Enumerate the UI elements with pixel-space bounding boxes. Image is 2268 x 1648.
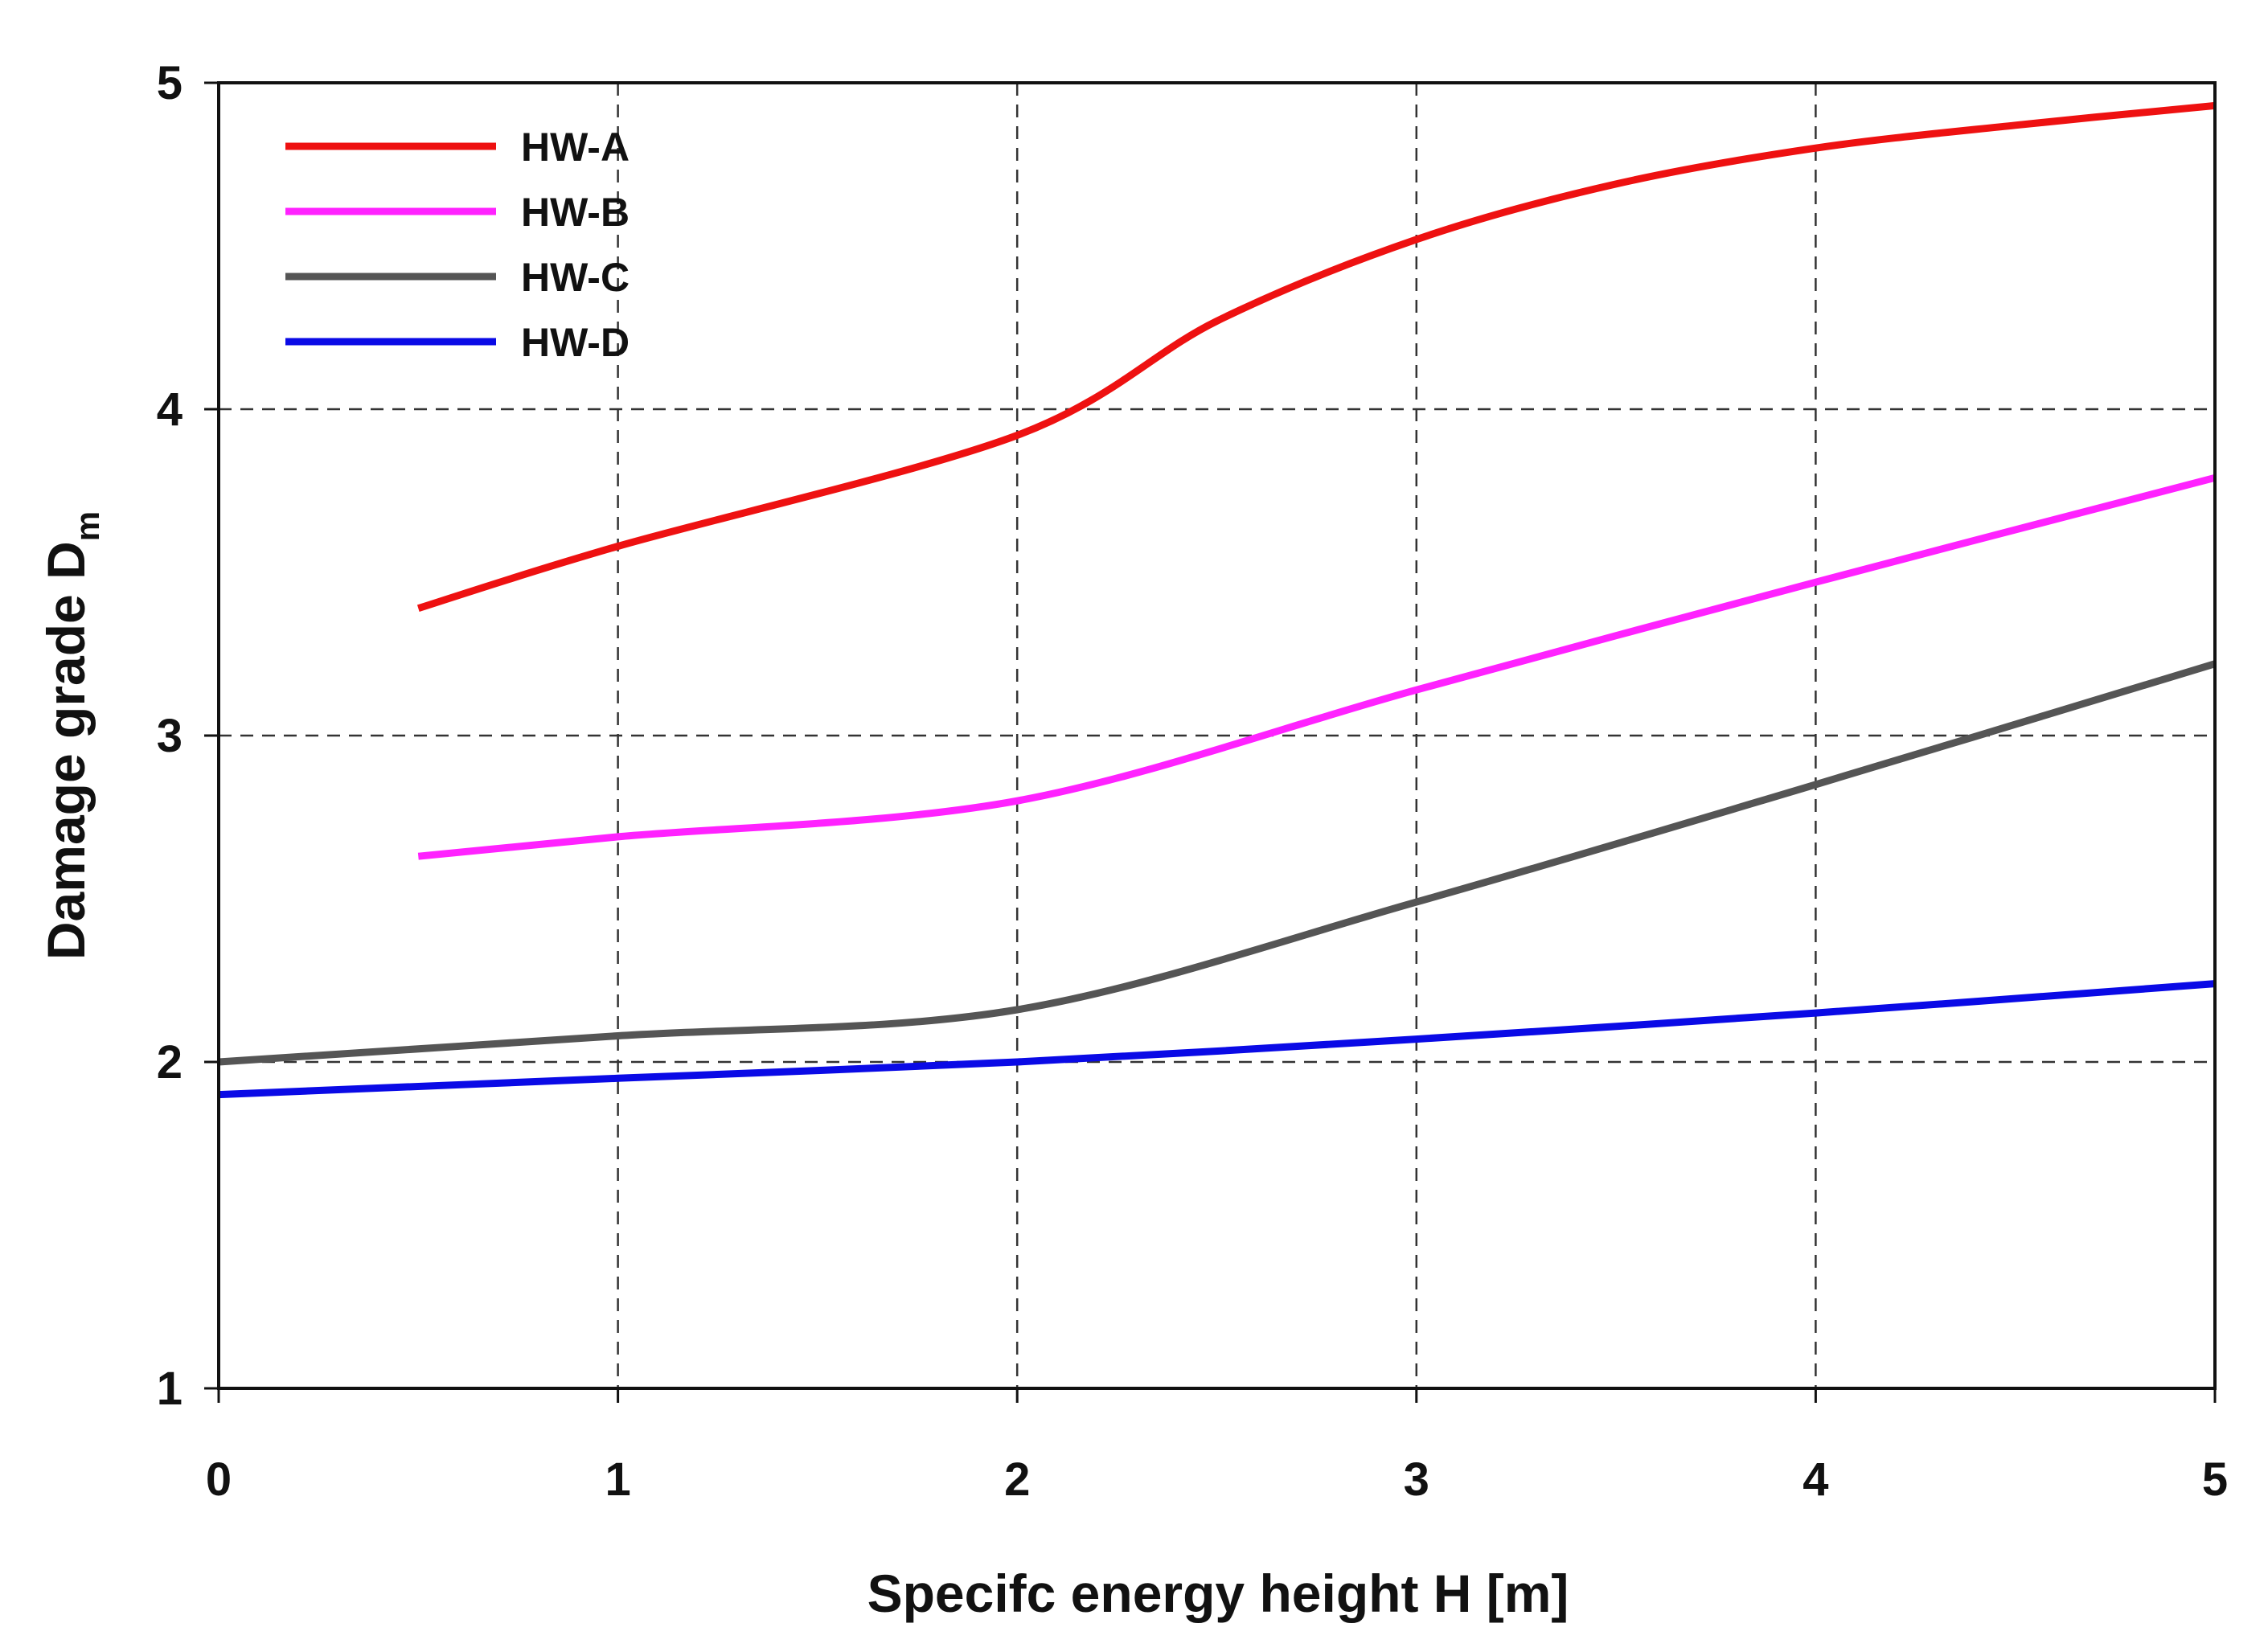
x-tick-label-1: 1 — [605, 1453, 630, 1506]
x-tick-label-4: 4 — [1803, 1453, 1828, 1506]
x-tick-label-5: 5 — [2202, 1453, 2228, 1506]
series-line-hw-c — [218, 660, 2217, 1066]
series-lines — [218, 101, 2217, 1099]
y-axis-title: Damage grade Dm — [36, 511, 106, 960]
y-tick-label-0: 1 — [157, 1363, 183, 1415]
x-tick-label-0: 0 — [206, 1453, 232, 1506]
series-line-hw-d — [218, 980, 2216, 1099]
y-axis-title-main: Damage grade D — [36, 541, 96, 960]
y-tick-label-2: 3 — [157, 710, 183, 762]
series-line-hw-b — [417, 473, 2217, 860]
y-axis-title-subscript: m — [68, 511, 106, 541]
legend-label-hw-a: HW-A — [521, 125, 630, 170]
legend-label-hw-c: HW-C — [521, 255, 630, 300]
y-tick-label-4: 5 — [157, 57, 183, 109]
series-line-hw-a — [416, 101, 2216, 612]
x-tick-label-3: 3 — [1404, 1453, 1429, 1506]
grid-lines — [219, 83, 2215, 1388]
legend: HW-A HW-B HW-C HW-D — [285, 125, 630, 365]
x-axis-title: Specifc energy height H [m] — [867, 1564, 1569, 1623]
legend-label-hw-b: HW-B — [521, 190, 630, 235]
legend-label-hw-d: HW-D — [521, 320, 630, 365]
y-tick-label-1: 2 — [157, 1036, 183, 1088]
x-tick-label-2: 2 — [1004, 1453, 1030, 1506]
y-tick-label-3: 4 — [157, 383, 183, 436]
